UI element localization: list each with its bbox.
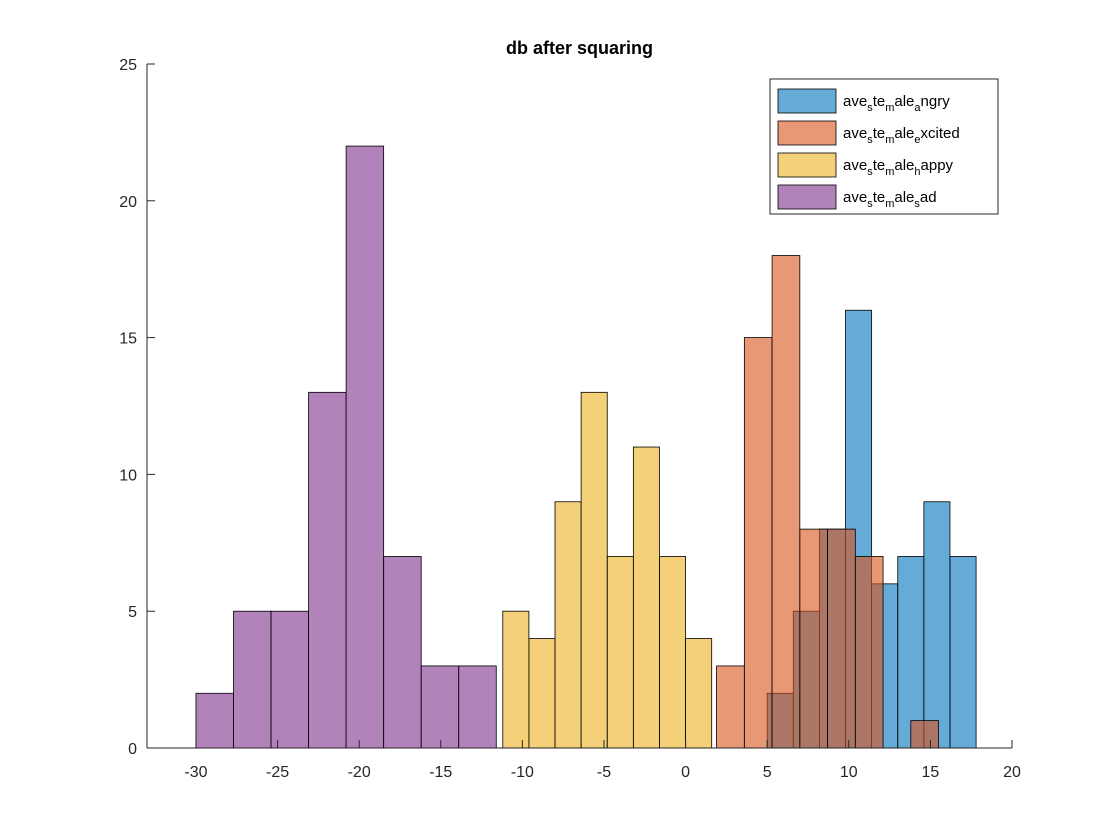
bar-ave_ste_male_sad-3 xyxy=(308,391,347,749)
bar-ave_ste_male_sad-1 xyxy=(233,610,272,749)
x-tick-label: 5 xyxy=(763,764,772,781)
bar-ave_ste_male_sad-7 xyxy=(458,665,497,749)
legend-label: avestemaleangry xyxy=(843,93,950,114)
legend-label: avestemalesad xyxy=(843,189,937,210)
bar-ave_ste_male_happy-5 xyxy=(632,446,660,749)
series-ave_ste_male_happy xyxy=(502,391,713,749)
bar-ave_ste_male_sad-0 xyxy=(195,692,234,749)
legend: avestemaleangry avestemaleexcited avestema… xyxy=(769,78,999,215)
bar-ave_ste_male_angry-5 xyxy=(897,556,925,749)
legend-label: avestemaleexcited xyxy=(843,125,960,146)
bar-ave_ste_male_happy-0 xyxy=(502,610,530,749)
y-tick-label: 25 xyxy=(119,57,137,74)
bar-ave_ste_male_happy-3 xyxy=(580,391,608,749)
x-tick-label: -10 xyxy=(511,764,534,781)
legend-item-ave_ste_male_excited: avestemaleexcited xyxy=(777,120,960,146)
axes-layer: -30 -25 -20 -15 -10 -5 0 5 10 15 20 0 5 10 15 20 25 xyxy=(119,57,1021,781)
x-tick-label: 0 xyxy=(681,764,690,781)
x-tick-label: 20 xyxy=(1003,764,1021,781)
bar-ave_ste_male_excited-4 xyxy=(827,528,856,749)
series-ave_ste_male_sad xyxy=(195,145,497,749)
x-tick-label: -30 xyxy=(184,764,207,781)
bar-ave_ste_male_sad-2 xyxy=(270,610,309,749)
legend-swatch xyxy=(777,152,837,178)
bar-ave_ste_male_sad-4 xyxy=(345,145,385,749)
legend-item-ave_ste_male_angry: avestemaleangry xyxy=(777,88,950,114)
y-tick-label: 0 xyxy=(128,741,137,758)
bars-layer xyxy=(195,145,977,749)
x-tick-label: 15 xyxy=(921,764,939,781)
bar-ave_ste_male_excited-3 xyxy=(799,528,828,749)
x-tick-label: -15 xyxy=(429,764,452,781)
x-tick-label: -25 xyxy=(266,764,289,781)
bar-ave_ste_male_excited-7 xyxy=(910,720,939,749)
bar-ave_ste_male_excited-1 xyxy=(743,337,773,749)
x-tick-label: -20 xyxy=(348,764,371,781)
legend-item-ave_ste_male_sad: avestemalesad xyxy=(777,184,937,210)
legend-swatch xyxy=(777,184,837,210)
bar-ave_ste_male_angry-7 xyxy=(949,556,977,749)
bar-ave_ste_male_excited-5 xyxy=(854,556,884,749)
y-tick-label: 10 xyxy=(119,467,137,484)
bar-ave_ste_male_sad-5 xyxy=(383,556,422,749)
bar-ave_ste_male_happy-1 xyxy=(528,638,556,749)
chart-title: db after squaring xyxy=(506,38,653,58)
bar-ave_ste_male_happy-4 xyxy=(606,556,634,749)
bar-ave_ste_male_excited-0 xyxy=(716,665,745,749)
bar-ave_ste_male_happy-2 xyxy=(554,501,582,749)
bar-ave_ste_male_excited-2 xyxy=(771,255,801,749)
x-tick-label: 10 xyxy=(840,764,858,781)
legend-item-ave_ste_male_happy: avestemalehappy xyxy=(777,152,954,178)
legend-swatch xyxy=(777,88,837,114)
bar-ave_ste_male_happy-6 xyxy=(659,556,686,749)
series-ave_ste_male_excited xyxy=(716,255,939,749)
bar-ave_ste_male_sad-6 xyxy=(420,665,460,749)
y-tick-label: 20 xyxy=(119,194,137,211)
bar-ave_ste_male_happy-7 xyxy=(685,638,713,749)
legend-label: avestemalehappy xyxy=(843,157,954,178)
legend-swatch xyxy=(777,120,837,146)
x-tick-label: -5 xyxy=(597,764,611,781)
y-tick-label: 5 xyxy=(128,604,137,621)
y-tick-label: 15 xyxy=(119,331,137,348)
bar-ave_ste_male_angry-6 xyxy=(923,501,951,749)
